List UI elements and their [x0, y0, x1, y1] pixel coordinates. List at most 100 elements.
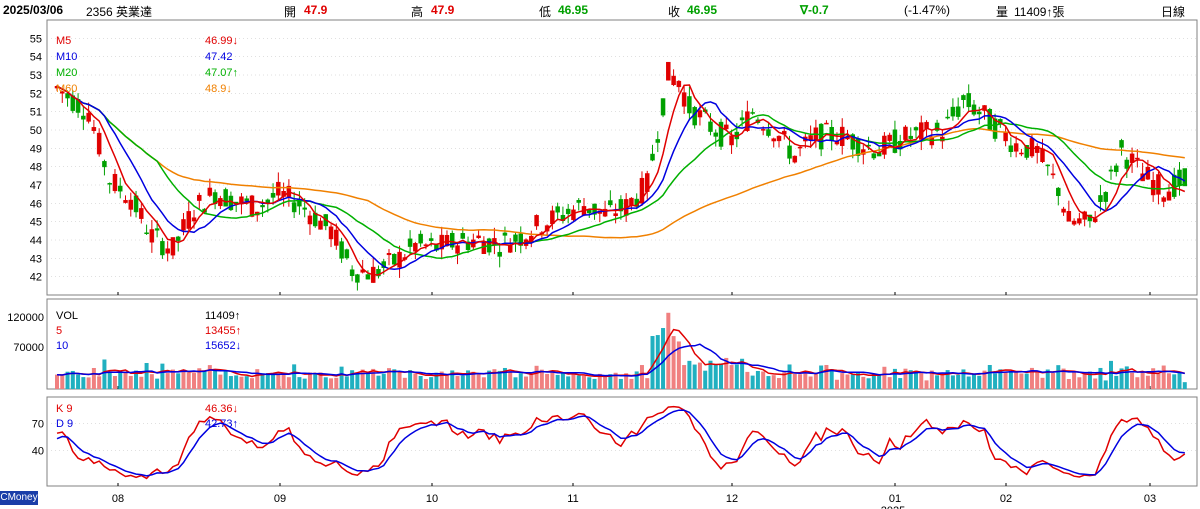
volume-bar: [597, 373, 602, 389]
candle-body: [397, 251, 402, 268]
volume-bar: [692, 364, 697, 389]
volume-bar: [829, 369, 834, 389]
header-high: 47.9: [431, 3, 455, 17]
candle-body: [339, 241, 344, 259]
volume-bar: [645, 378, 650, 389]
volume-bar: [618, 378, 623, 389]
volume-bar: [582, 375, 586, 389]
volume-bar: [265, 373, 270, 389]
candle-body: [955, 106, 961, 117]
volume-bar: [666, 312, 671, 389]
volume-bar: [840, 373, 845, 389]
header-volume-label: 量: [996, 5, 1009, 19]
volume-bar: [323, 377, 328, 389]
volume-bar: [1019, 373, 1024, 389]
volume-bar: [471, 371, 476, 389]
volume-bar: [914, 370, 919, 389]
volume-bar: [392, 369, 397, 389]
price-tick-label: 46: [30, 198, 42, 210]
volume-bar: [123, 371, 128, 389]
volume-bar: [1035, 371, 1040, 389]
candle-body: [660, 98, 666, 116]
price-legend-name: M5: [56, 35, 71, 47]
volume-bar: [134, 370, 139, 389]
candle-body: [808, 135, 813, 141]
candle-body: [349, 269, 355, 276]
price-legend-value: 48.9↓: [205, 83, 232, 95]
volume-bar: [329, 378, 334, 389]
header-volume: 11409↑張: [1014, 5, 1065, 19]
volume-bar: [276, 372, 281, 389]
candle-body: [307, 215, 313, 225]
volume-bar: [1109, 360, 1113, 389]
volume-bar: [408, 370, 413, 389]
volume-bar: [871, 373, 876, 389]
volume-bar: [539, 369, 544, 389]
candle-body: [587, 209, 592, 214]
candle-body: [144, 232, 149, 235]
volume-bar: [292, 364, 297, 389]
candle-body: [961, 95, 966, 100]
volume-bar: [776, 378, 781, 389]
candle-body: [1066, 211, 1072, 222]
candle-body: [903, 126, 908, 140]
candle-body: [197, 194, 202, 201]
volume-bar: [892, 368, 897, 389]
candle-body: [608, 200, 613, 206]
volume-bar: [861, 376, 866, 389]
volume-bar: [1177, 371, 1182, 389]
candle-body: [708, 121, 713, 132]
candle-body: [892, 129, 898, 153]
x-tick-label: 01: [889, 493, 901, 505]
candle-body: [81, 115, 86, 120]
candle-body: [971, 104, 977, 115]
volume-bar: [165, 373, 170, 389]
volume-bar: [339, 366, 344, 389]
volume-bar: [249, 378, 254, 389]
volume-bar: [571, 373, 576, 389]
volume-bar: [819, 365, 824, 389]
candle-body: [1092, 218, 1098, 223]
volume-bar: [81, 377, 86, 389]
volume-legend-name: 5: [56, 325, 62, 337]
price-legend-name: M60: [56, 83, 77, 95]
volume-bar: [524, 376, 529, 389]
volume-bar: [650, 336, 655, 389]
volume-bar: [882, 366, 887, 389]
volume-bar: [813, 372, 818, 389]
volume-bar: [423, 378, 428, 389]
volume-legend-value: 13455↑: [205, 325, 241, 337]
volume-bar: [365, 372, 370, 389]
volume-bar: [1008, 371, 1013, 389]
volume-bar: [971, 374, 976, 389]
candle-body: [60, 91, 65, 94]
volume-bar: [782, 372, 787, 389]
candle-body: [497, 251, 502, 257]
volume-bar: [255, 369, 260, 389]
candle-body: [913, 127, 919, 131]
candle-body: [1071, 220, 1077, 225]
kd-legend-name: K 9: [56, 403, 73, 415]
candle-body: [139, 208, 144, 219]
candle-body: [107, 183, 112, 185]
candle-body: [160, 241, 165, 256]
candle-body: [265, 199, 271, 203]
price-legend-value: 47.07↑: [205, 67, 238, 79]
ma60-line: [56, 85, 1185, 239]
volume-bar: [397, 371, 402, 389]
volume-bar: [1029, 367, 1034, 389]
volume-bar: [919, 372, 924, 389]
x-tick-label: 10: [426, 493, 438, 505]
volume-bar: [1082, 373, 1087, 389]
header-period[interactable]: 日線: [1161, 5, 1186, 19]
volume-bar: [603, 376, 608, 389]
candle-body: [223, 189, 228, 207]
candle-body: [428, 238, 434, 241]
volume-bar: [961, 369, 966, 389]
volume-bar: [924, 380, 929, 389]
volume-bar: [576, 375, 581, 389]
candle-body: [154, 228, 160, 231]
candle-body: [1077, 218, 1082, 224]
volume-bar: [202, 371, 207, 389]
